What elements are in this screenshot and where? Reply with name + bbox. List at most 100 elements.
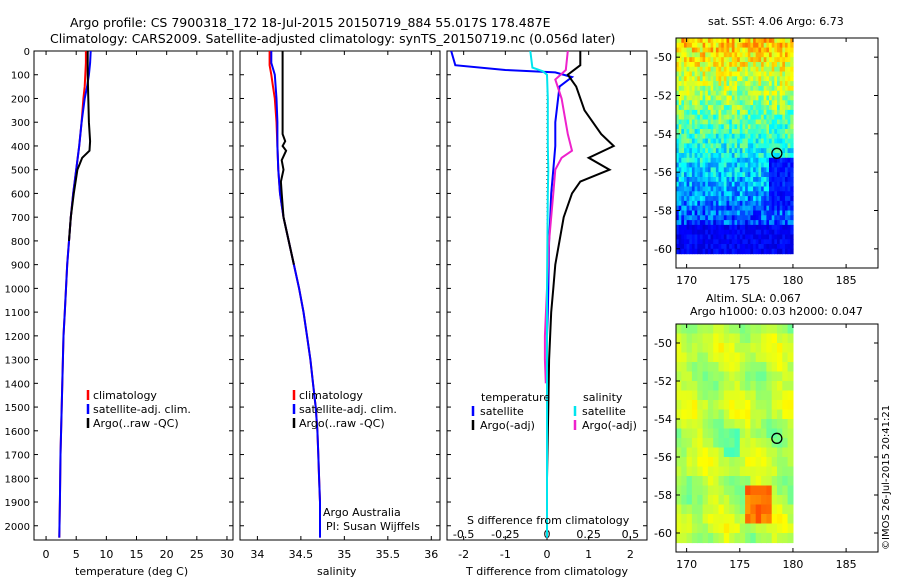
argo-location-marker: [771, 432, 783, 444]
heatmap-cell: [761, 66, 765, 73]
heatmap-cell: [787, 390, 794, 401]
heatmap-cell: [686, 196, 690, 202]
heatmap-cell: [734, 428, 741, 439]
heatmap-cell: [718, 438, 725, 449]
heatmap-cell: [790, 172, 794, 178]
heatmap-cell: [755, 62, 759, 68]
heatmap-cell: [750, 177, 754, 183]
heatmap-cell: [761, 100, 765, 106]
heatmap-cell: [787, 177, 791, 183]
heatmap-cell: [787, 181, 791, 188]
heatmap-cell: [747, 66, 752, 73]
heatmap-cell: [769, 224, 773, 231]
heatmap-cell: [774, 100, 778, 106]
heatmap-cell: [697, 428, 704, 439]
heatmap-cell: [790, 215, 794, 221]
heatmap-cell: [758, 224, 762, 231]
heatmap-cell: [691, 234, 696, 240]
heatmap-cell: [737, 47, 741, 53]
heatmap-cell: [785, 57, 789, 63]
heatmap-cell: [681, 157, 685, 164]
heatmap-cell: [731, 220, 736, 226]
heatmap-cell: [710, 143, 714, 149]
heatmap-cell: [684, 172, 688, 178]
heatmap-cell: [761, 400, 767, 411]
heatmap-cell: [726, 81, 730, 87]
heatmap-cell: [790, 57, 794, 63]
heatmap-cell: [718, 76, 722, 82]
heatmap-cell: [731, 167, 736, 173]
heatmap-cell: [684, 157, 688, 164]
heatmap-cell: [734, 390, 741, 401]
heatmap-cell: [729, 57, 733, 63]
heatmap-cell: [705, 200, 709, 207]
heatmap-cell: [739, 362, 746, 373]
heatmap-cell: [718, 105, 722, 111]
heatmap-cell: [729, 200, 733, 207]
heatmap-cell: [689, 172, 693, 178]
heatmap-cell: [745, 71, 749, 77]
heatmap-cell: [766, 409, 773, 420]
heatmap-cell: [686, 419, 693, 430]
heatmap-cell: [763, 200, 767, 207]
heatmap-cell: [742, 57, 746, 63]
heatmap-cell: [750, 85, 754, 92]
heatmap-cell: [766, 333, 773, 344]
heatmap-cell: [782, 81, 786, 87]
heatmap-cell: [729, 476, 736, 487]
heatmap-cell: [681, 485, 688, 496]
heatmap-cell: [699, 66, 704, 73]
heatmap-cell: [769, 129, 773, 135]
heatmap-cell: [782, 52, 786, 58]
heatmap-cell: [681, 333, 688, 344]
heatmap-cell: [785, 153, 789, 159]
heatmap-cell: [771, 533, 778, 544]
heatmap-cell: [691, 85, 696, 92]
heatmap-cell: [726, 109, 730, 116]
heatmap-cell: [705, 38, 709, 44]
heatmap-cell: [676, 162, 680, 168]
series-line-2: [529, 50, 550, 538]
heatmap-cell: [755, 167, 759, 173]
heatmap-cell: [782, 234, 786, 240]
heatmap-cell: [766, 466, 773, 477]
heatmap-cell: [726, 210, 730, 216]
heatmap-cell: [694, 205, 698, 212]
heatmap-cell: [694, 172, 698, 178]
heatmap-cell: [681, 409, 688, 420]
heatmap-cell: [715, 76, 720, 82]
heatmap-cell: [710, 38, 714, 44]
heatmap-cell: [787, 157, 791, 164]
heatmap-cell: [676, 133, 680, 140]
heatmap-cell: [766, 186, 770, 192]
heatmap-cell: [782, 220, 786, 226]
heatmap-cell: [785, 244, 789, 250]
heatmap-cell: [787, 447, 794, 458]
heatmap-cell: [734, 100, 738, 106]
heatmap-cell: [713, 57, 717, 63]
heatmap-cell: [769, 181, 773, 188]
heatmap-cell: [726, 100, 730, 106]
heatmap-cell: [691, 224, 696, 231]
heatmap-cell: [697, 324, 704, 335]
heatmap-cell: [745, 220, 749, 226]
heatmap-cell: [750, 186, 754, 192]
heatmap-cell: [734, 133, 738, 140]
heatmap-cell: [731, 57, 736, 63]
heatmap-cell: [745, 186, 749, 192]
heatmap-cell: [713, 95, 717, 101]
heatmap-cell: [742, 200, 746, 207]
heatmap-cell: [707, 52, 712, 58]
heatmap-cell: [707, 523, 714, 534]
heatmap-cell: [731, 47, 736, 53]
heatmap-cell: [782, 224, 786, 231]
heatmap-cell: [742, 148, 746, 154]
heatmap-cell: [678, 109, 682, 116]
heatmap-cell: [697, 66, 701, 73]
heatmap-cell: [702, 47, 706, 53]
heatmap-cell: [755, 90, 759, 97]
heatmap-cell: [718, 523, 725, 534]
heatmap-cell: [707, 186, 712, 192]
heatmap-cell: [753, 244, 757, 250]
heatmap-cell: [787, 114, 791, 121]
